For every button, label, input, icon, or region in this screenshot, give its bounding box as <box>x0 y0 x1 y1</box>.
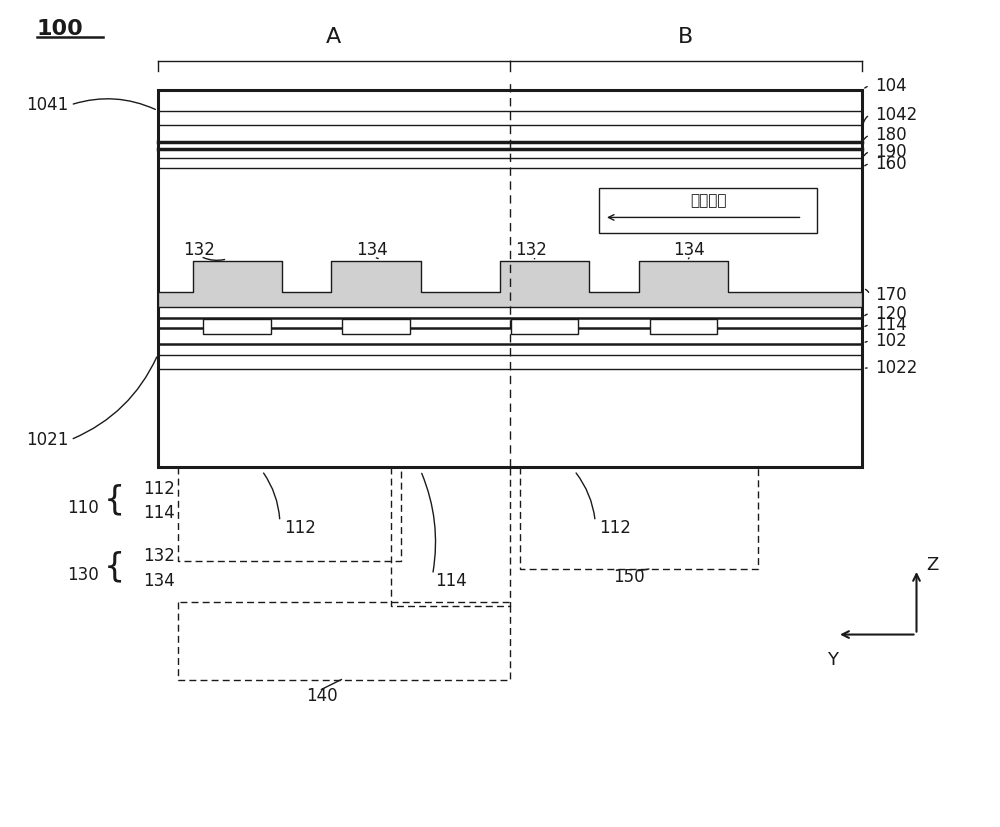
Text: 1041: 1041 <box>26 96 69 114</box>
Text: 1022: 1022 <box>875 360 917 377</box>
Text: 132: 132 <box>183 241 215 259</box>
Text: 114: 114 <box>436 572 467 590</box>
Text: 134: 134 <box>356 241 388 259</box>
Text: 配向方向: 配向方向 <box>690 194 726 208</box>
Text: 180: 180 <box>875 127 906 144</box>
Text: 132: 132 <box>515 241 547 259</box>
Bar <box>500 261 589 292</box>
Text: 190: 190 <box>875 142 906 160</box>
Text: 110: 110 <box>67 499 98 517</box>
Text: {: { <box>103 483 125 516</box>
Text: 112: 112 <box>143 480 175 498</box>
Bar <box>203 319 271 334</box>
Text: 160: 160 <box>875 155 906 173</box>
Bar <box>599 189 817 233</box>
Text: 100: 100 <box>37 19 84 39</box>
Text: 134: 134 <box>143 571 175 590</box>
Text: A: A <box>326 26 342 47</box>
Text: 130: 130 <box>67 566 98 584</box>
Bar <box>193 261 282 292</box>
Bar <box>158 90 862 466</box>
Text: 1021: 1021 <box>26 431 69 449</box>
Text: 102: 102 <box>875 332 907 351</box>
Text: 112: 112 <box>284 519 316 537</box>
Text: 150: 150 <box>613 568 645 586</box>
Bar <box>342 319 410 334</box>
Text: 114: 114 <box>875 316 907 334</box>
Bar <box>639 261 728 292</box>
Text: 140: 140 <box>306 687 337 705</box>
Bar <box>331 261 421 292</box>
Text: {: { <box>103 550 125 583</box>
Text: 120: 120 <box>875 304 907 323</box>
Text: 114: 114 <box>143 504 175 523</box>
Bar <box>158 292 862 307</box>
Text: 104: 104 <box>875 77 906 95</box>
Text: 1042: 1042 <box>875 106 917 124</box>
Text: Z: Z <box>926 556 939 574</box>
Bar <box>511 319 578 334</box>
Text: 112: 112 <box>599 519 631 537</box>
Text: 134: 134 <box>674 241 705 259</box>
Text: B: B <box>678 26 694 47</box>
Text: 170: 170 <box>875 286 906 304</box>
Bar <box>650 319 717 334</box>
Text: 132: 132 <box>143 547 175 565</box>
Text: Y: Y <box>827 651 838 669</box>
